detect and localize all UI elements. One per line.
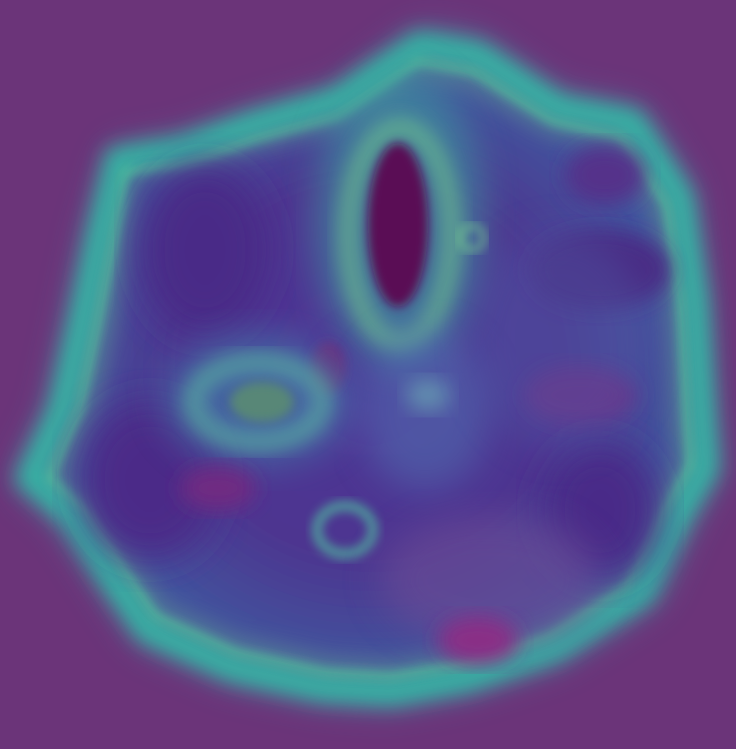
lower-haze bbox=[380, 515, 600, 645]
lower-magenta-spot bbox=[438, 616, 518, 664]
lower-left-spot bbox=[180, 466, 256, 510]
skull-ring-inner bbox=[46, 58, 694, 680]
lower-center-ring bbox=[312, 501, 378, 559]
void-side-spot bbox=[457, 223, 487, 253]
right-top-spot bbox=[565, 145, 645, 205]
left-upper-region bbox=[140, 165, 270, 335]
central-void bbox=[368, 143, 428, 307]
right-blue-tint bbox=[470, 230, 650, 450]
left-ring bbox=[186, 355, 330, 449]
center-bright-spot bbox=[406, 379, 450, 411]
skull-ring bbox=[14, 31, 719, 706]
left-ring-center bbox=[230, 382, 294, 422]
